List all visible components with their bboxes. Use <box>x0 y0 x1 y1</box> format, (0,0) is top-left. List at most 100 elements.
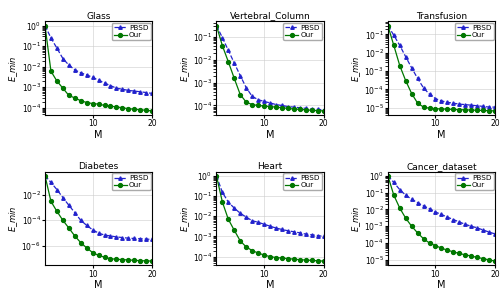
Our <box>486 109 492 113</box>
Our <box>232 77 237 80</box>
PBSD <box>468 224 474 228</box>
Our <box>273 256 279 259</box>
X-axis label: M: M <box>94 130 103 140</box>
Line: Our: Our <box>386 174 497 263</box>
Line: PBSD: PBSD <box>44 24 154 95</box>
Our <box>72 234 78 238</box>
Our <box>450 108 456 111</box>
PBSD <box>297 231 303 235</box>
PBSD <box>232 61 237 65</box>
Our <box>492 109 498 113</box>
Title: Heart: Heart <box>258 162 282 171</box>
Our <box>480 257 486 260</box>
Our <box>408 92 414 95</box>
PBSD <box>126 88 132 92</box>
Our <box>90 102 96 106</box>
Our <box>60 86 66 90</box>
Line: Our: Our <box>214 24 326 113</box>
PBSD <box>385 174 391 178</box>
Our <box>279 256 285 260</box>
PBSD <box>149 92 155 95</box>
Our <box>42 24 48 27</box>
PBSD <box>291 105 297 109</box>
Our <box>220 200 226 204</box>
PBSD <box>126 236 132 240</box>
PBSD <box>243 215 249 219</box>
Our <box>102 255 107 259</box>
Our <box>267 105 273 108</box>
Our <box>84 246 89 250</box>
Our <box>54 210 60 213</box>
PBSD <box>480 228 486 232</box>
PBSD <box>143 237 149 241</box>
Our <box>320 259 326 263</box>
PBSD <box>114 235 119 239</box>
Our <box>42 174 48 178</box>
Our <box>297 108 303 111</box>
Our <box>114 257 119 261</box>
Our <box>226 217 232 221</box>
Our <box>420 105 426 109</box>
Our <box>255 104 261 107</box>
PBSD <box>120 236 126 239</box>
Our <box>237 239 243 243</box>
Our <box>48 70 54 73</box>
PBSD <box>243 86 249 89</box>
PBSD <box>474 104 480 108</box>
PBSD <box>426 207 432 210</box>
Y-axis label: $E\_min$: $E\_min$ <box>350 55 363 82</box>
Our <box>414 101 420 105</box>
PBSD <box>486 105 492 109</box>
PBSD <box>302 232 308 236</box>
Line: Our: Our <box>43 174 154 263</box>
Our <box>126 258 132 262</box>
PBSD <box>432 210 438 214</box>
PBSD <box>408 66 414 70</box>
Our <box>249 249 255 252</box>
PBSD <box>90 228 96 231</box>
PBSD <box>42 24 48 27</box>
Our <box>102 104 107 107</box>
Our <box>432 107 438 110</box>
PBSD <box>237 211 243 215</box>
Title: Transfusion: Transfusion <box>416 12 467 20</box>
Line: PBSD: PBSD <box>214 24 326 112</box>
PBSD <box>54 46 60 50</box>
Our <box>302 258 308 262</box>
PBSD <box>255 98 261 102</box>
PBSD <box>54 188 60 192</box>
PBSD <box>438 99 444 103</box>
Our <box>232 228 237 232</box>
X-axis label: M: M <box>437 280 446 290</box>
PBSD <box>462 103 468 106</box>
PBSD <box>420 204 426 208</box>
Our <box>486 258 492 262</box>
PBSD <box>214 174 220 178</box>
Our <box>90 251 96 254</box>
PBSD <box>279 228 285 231</box>
Our <box>214 174 220 178</box>
Line: Our: Our <box>214 174 326 263</box>
Line: PBSD: PBSD <box>214 174 326 238</box>
Our <box>291 107 297 111</box>
PBSD <box>314 108 320 111</box>
PBSD <box>66 63 72 67</box>
Our <box>314 109 320 113</box>
PBSD <box>456 220 462 224</box>
PBSD <box>137 237 143 241</box>
PBSD <box>432 97 438 100</box>
PBSD <box>232 206 237 210</box>
Our <box>474 108 480 112</box>
Our <box>72 96 78 100</box>
Our <box>320 109 326 113</box>
Y-axis label: $E\_min$: $E\_min$ <box>350 205 363 232</box>
Our <box>243 100 249 104</box>
Our <box>114 105 119 109</box>
Our <box>402 79 408 83</box>
Our <box>456 108 462 111</box>
Our <box>96 102 102 106</box>
Our <box>137 108 143 112</box>
PBSD <box>444 100 450 104</box>
Our <box>48 199 54 203</box>
PBSD <box>402 55 408 59</box>
